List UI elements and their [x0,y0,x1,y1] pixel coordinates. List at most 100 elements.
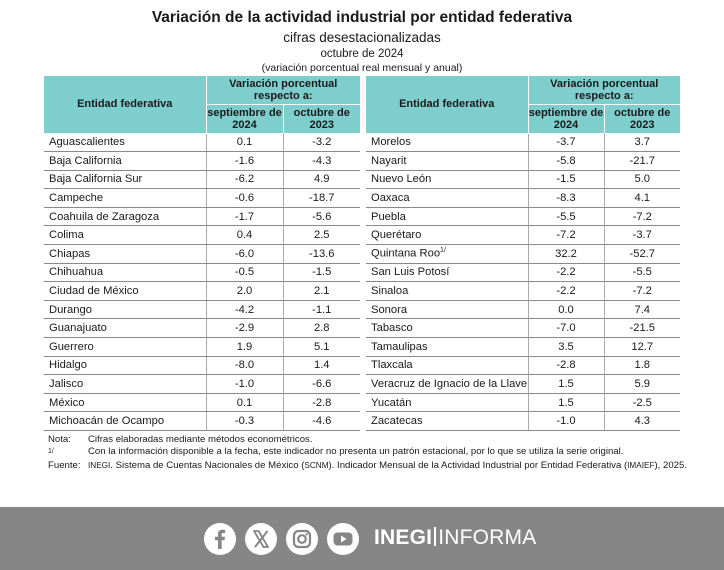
entity-name: Chiapas [44,244,206,264]
value-oct-2023: 5.9 [603,374,681,394]
entity-name: San Luis Potosí [366,263,528,283]
footnote-label: 1/ [48,446,88,461]
brand-light: INFORMA [438,526,537,549]
source-scnm: SCNM [304,461,329,471]
entity-name: Aguascalientes [44,133,206,153]
entity-name-text: Colima [49,229,84,242]
value-oct-2023: -7.2 [603,281,681,301]
entity-name: Morelos [366,133,528,153]
value-sep-2024: -8.0 [205,356,283,376]
table-right-body: Morelos -3.7 3.7 Nayarit -5.8 -21.7 Nuevo León… [366,133,681,431]
value-sep-2024: 0.1 [205,133,283,153]
entity-name: Michoacán de Ocampo [44,411,206,431]
value-oct-2023: 3.7 [603,133,681,153]
value-oct-2023: -1.1 [282,300,361,320]
entity-name-text: San Luis Potosí [371,266,450,279]
entity-name-text: Nayarit [371,154,407,167]
youtube-icon[interactable] [327,523,359,555]
entity-name-text: Michoacán de Ocampo [49,415,165,428]
value-oct-2023: -18.7 [282,188,361,208]
entity-name: México [44,393,206,413]
value-sep-2024: -6.2 [205,170,283,190]
entity-name-text: Jalisco [49,378,84,391]
entity-name-text: Guerrero [49,340,94,353]
entity-name: Hidalgo [44,356,206,376]
table-row: Guanajuato -2.9 2.8 [44,318,361,339]
entity-name-text: Tabasco [371,322,413,335]
value-oct-2023: -5.5 [603,263,681,283]
value-sep-2024: -5.8 [527,151,604,171]
entity-name-text: Hidalgo [49,359,87,372]
table-row: Tlaxcala -2.8 1.8 [366,356,681,376]
table-row: Colima 0.4 2.5 [44,225,361,246]
value-sep-2024: 3.5 [527,337,604,357]
header-sep-2024: septiembre de 2024 [205,104,283,133]
value-sep-2024: 0.0 [527,300,604,320]
table-row: Querétaro -7.2 -3.7 [366,225,681,246]
entity-name-text: Morelos [371,136,411,149]
header-sep-2024: septiembre de 2024 [527,104,604,133]
entity-name: Nuevo León [366,170,528,190]
source-part-1: . Sistema de Cuentas Nacionales de Méxic… [110,460,305,472]
value-sep-2024: -1.0 [205,374,283,394]
page-subtitle: cifras desestacionalizadas [283,30,441,45]
facebook-icon[interactable] [204,523,236,555]
value-oct-2023: -2.8 [282,393,361,413]
entity-name: Puebla [366,207,528,227]
table-left-body: Aguascalientes 0.1 -3.2 Baja California -1.6… [44,133,361,431]
entity-name-text: Tlaxcala [371,359,413,372]
value-sep-2024: 1.9 [205,337,283,357]
table-row: Aguascalientes 0.1 -3.2 [44,133,361,153]
source-text: INEGI. Sistema de Cuentas Nacionales de … [88,460,708,472]
entity-name-text: Yucatán [371,396,412,409]
table-row: Guerrero 1.9 5.1 [44,337,361,357]
header-entity: Entidad federativa [366,76,528,134]
value-oct-2023: 1.8 [603,356,681,376]
x-icon[interactable] [245,523,277,555]
header-oct-2023: octubre de 2023 [603,104,681,133]
table-row: Baja California Sur -6.2 4.9 [44,170,361,190]
value-oct-2023: 2.8 [282,318,361,339]
source-inegi: INEGI [88,461,111,471]
entity-name-text: Oaxaca [371,192,410,205]
entity-name: Querétaro [366,225,528,246]
entity-name-text: Querétaro [371,229,422,242]
table-row: Nuevo León -1.5 5.0 [366,170,681,190]
instagram-icon[interactable] [286,523,318,555]
social-icons [204,523,368,555]
entity-name-text: Veracruz de Ignacio de la Llave [371,378,528,391]
entity-name: Zacatecas [366,411,528,431]
value-oct-2023: -3.7 [603,225,681,246]
value-oct-2023: 4.9 [282,170,361,190]
table-row: San Luis Potosí -2.2 -5.5 [366,263,681,283]
value-sep-2024: 1.5 [527,374,604,394]
value-sep-2024: -2.8 [527,356,604,376]
entity-name: Ciudad de México [44,281,206,301]
value-sep-2024: -7.2 [527,225,604,246]
entity-name-text: Tamaulipas [371,340,428,353]
entity-name-text: Quintana Roo [371,248,441,261]
table-row: Hidalgo -8.0 1.4 [44,356,361,376]
brand-bold: INEGI [374,526,433,549]
value-sep-2024: -8.3 [527,188,604,208]
value-oct-2023: 7.4 [603,300,681,320]
table-row: Tamaulipas 3.5 12.7 [366,337,681,357]
value-sep-2024: -0.6 [205,188,283,208]
table-row: Sonora 0.0 7.4 [366,300,681,320]
entity-name-text: Chihuahua [49,266,104,279]
page-title: Variación de la actividad industrial por… [151,9,573,26]
value-sep-2024: -2.2 [527,263,604,283]
value-oct-2023: -13.6 [282,244,361,264]
footnote-text: Con la información disponible a la fecha… [88,445,624,457]
source-part-2: ). Indicador Mensual de la Actividad Ind… [328,460,628,472]
entity-name-text: Aguascalientes [49,136,125,149]
entity-name: Tamaulipas [366,337,528,357]
source-label: Fuente: [48,460,81,472]
entity-name-text: Ciudad de México [49,285,139,298]
entity-name: Durango [44,300,206,320]
header-variation: Variación porcentual respecto a: [205,76,361,105]
value-oct-2023: -7.2 [603,207,681,227]
entity-name: Veracruz de Ignacio de la Llave [366,374,528,394]
value-sep-2024: -1.0 [527,411,604,431]
table-left: Entidad federativa Variación porcentual … [44,76,361,431]
